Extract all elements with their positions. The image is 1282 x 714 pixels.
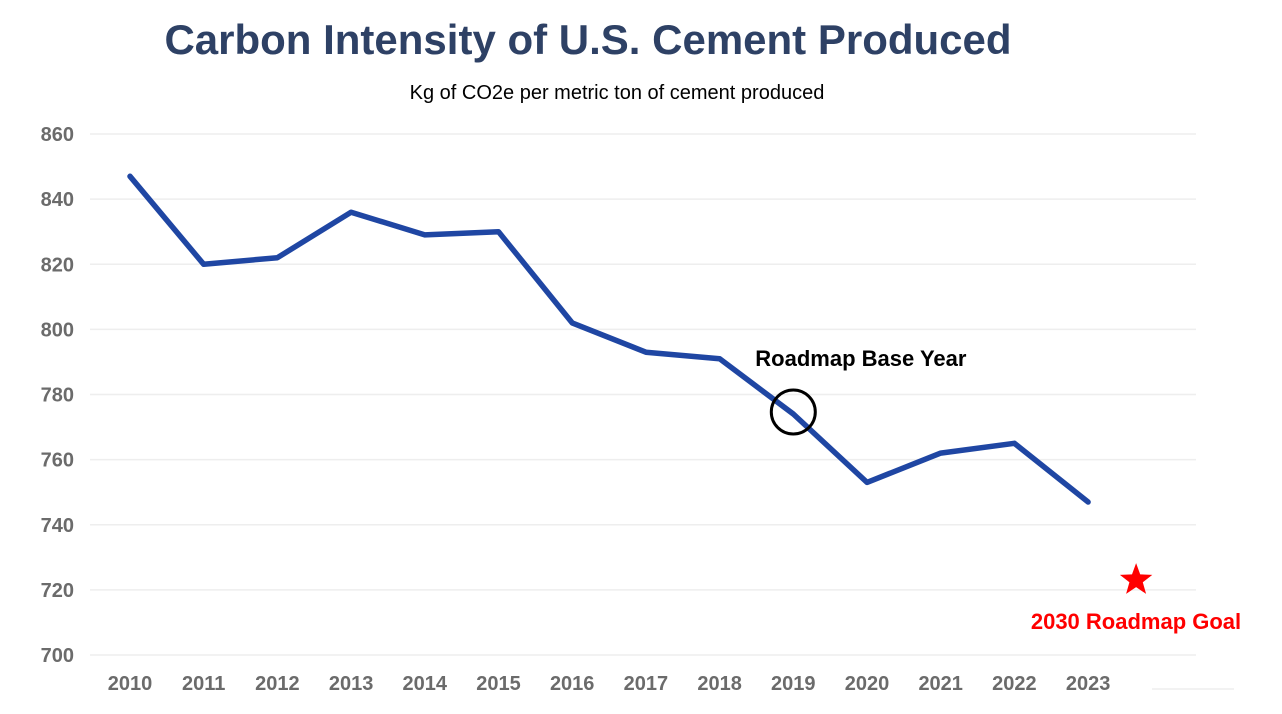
goal-label: 2030 Roadmap Goal [1031,609,1241,634]
base-year-circle-marker [769,388,817,436]
y-tick-label: 720 [41,580,74,602]
x-tick-label: 2020 [845,673,890,695]
annotations: Roadmap Base Year 2030 Roadmap Goal [755,346,1241,634]
chart-subtitle: Kg of CO2e per metric ton of cement prod… [409,82,825,104]
x-tick-label: 2023 [1066,673,1111,695]
y-tick-label: 840 [41,189,74,211]
y-tick-label: 700 [41,645,74,667]
x-tick-label: 2014 [403,673,448,695]
series [127,173,1091,505]
x-tick-label: 2013 [329,673,374,695]
x-tick-label: 2012 [255,673,300,695]
x-tick-label: 2022 [992,673,1037,695]
goal-star-icon [1119,563,1153,594]
y-axis-ticks: 860 840 820 800 780 760 740 720 700 [41,124,74,667]
chart-title: Carbon Intensity of U.S. Cement Produced [164,16,1012,63]
base-year-label: Roadmap Base Year [755,346,967,371]
y-tick-label: 760 [41,450,74,472]
gridlines [90,133,1234,690]
y-tick-label: 740 [41,515,74,537]
series-line [127,173,1091,505]
x-tick-label: 2015 [476,673,521,695]
x-tick-label: 2018 [697,673,742,695]
x-tick-label: 2011 [182,673,225,695]
x-tick-label: 2010 [108,673,153,695]
x-axis-ticks: 2010 2011 2012 2013 2014 2015 2016 2017 2018 2019… [108,673,1111,695]
y-tick-label: 820 [41,254,74,276]
x-tick-label: 2016 [550,673,595,695]
y-tick-label: 800 [41,319,74,341]
x-tick-label: 2019 [771,673,816,695]
y-tick-label: 780 [41,385,74,407]
x-tick-label: 2017 [624,673,669,695]
x-tick-label: 2021 [918,673,963,695]
y-tick-label: 860 [41,124,74,146]
